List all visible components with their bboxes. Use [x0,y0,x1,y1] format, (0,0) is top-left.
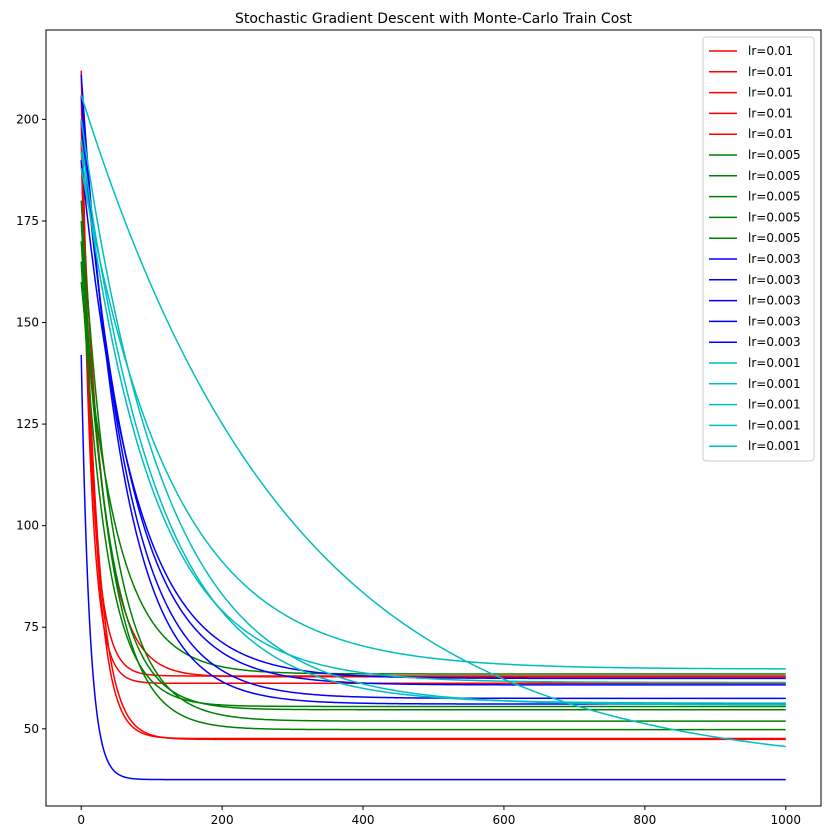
series-line-lr-0.005-5 [80,281,786,675]
legend-label: lr=0.005 [748,190,801,204]
x-tick-label: 200 [211,813,234,827]
series-line-lr-0.001-5 [80,168,786,670]
legend-label: lr=0.01 [748,106,793,120]
legend-label: lr=0.003 [748,314,801,328]
x-tick-label: 600 [493,813,516,827]
x-tick-label: 1000 [770,813,801,827]
legend-box [702,36,815,462]
series-line-lr-0.005-3 [80,241,786,711]
series-line-lr-0.001-4 [80,151,786,684]
y-tick-label: 75 [24,620,39,634]
y-tick-label: 100 [16,519,39,533]
series-line-lr-0.001-1 [80,94,786,748]
y-tick-label: 50 [24,722,39,736]
legend-label: lr=0.005 [748,210,801,224]
legend-label: lr=0.005 [748,148,801,162]
chart-title: Stochastic Gradient Descent with Monte-C… [235,11,633,27]
legend-label: lr=0.003 [748,335,801,349]
legend-label: lr=0.001 [748,439,801,453]
legend-label: lr=0.003 [748,252,801,266]
series-line-lr-0.003-5 [80,159,786,680]
series-line-lr-0.01-1 [80,70,786,740]
legend: lr=0.01 lr=0.01 lr=0.01 lr=0.01 lr=0.01 lr=0.… [702,36,815,462]
x-tick-label: 0 [77,813,85,827]
legend-label: lr=0.003 [748,294,801,308]
series-line-lr-0.01-3 [80,119,786,685]
y-axis: 50 75 100 125 150 175 200 [16,112,46,736]
legend-label: lr=0.001 [748,398,801,412]
y-tick-label: 175 [16,214,39,228]
series-line-lr-0.003-4 [80,119,786,686]
y-tick-label: 125 [16,417,39,431]
series-line-lr-0.005-4 [80,261,786,708]
y-tick-label: 200 [16,112,39,126]
x-axis: 0 200 400 600 800 1000 [77,806,801,827]
legend-label: lr=0.005 [748,169,801,183]
series-line-lr-0.005-2 [80,200,786,722]
legend-label: lr=0.01 [748,127,793,141]
y-tick-label: 150 [16,316,39,330]
series-line-lr-0.001-2 [80,119,786,706]
x-tick-label: 400 [352,813,375,827]
legend-label: lr=0.005 [748,231,801,245]
legend-label: lr=0.001 [748,377,801,391]
legend-label: lr=0.01 [748,44,793,58]
series-layer [80,70,786,781]
plot-frame [45,29,822,807]
series-line-lr-0.003-1 [80,355,786,781]
legend-label: lr=0.001 [748,356,801,370]
legend-label: lr=0.003 [748,273,801,287]
x-tick-label: 800 [633,813,656,827]
legend-label: lr=0.001 [748,418,801,432]
legend-label: lr=0.01 [748,65,793,79]
legend-label: lr=0.01 [748,86,793,100]
